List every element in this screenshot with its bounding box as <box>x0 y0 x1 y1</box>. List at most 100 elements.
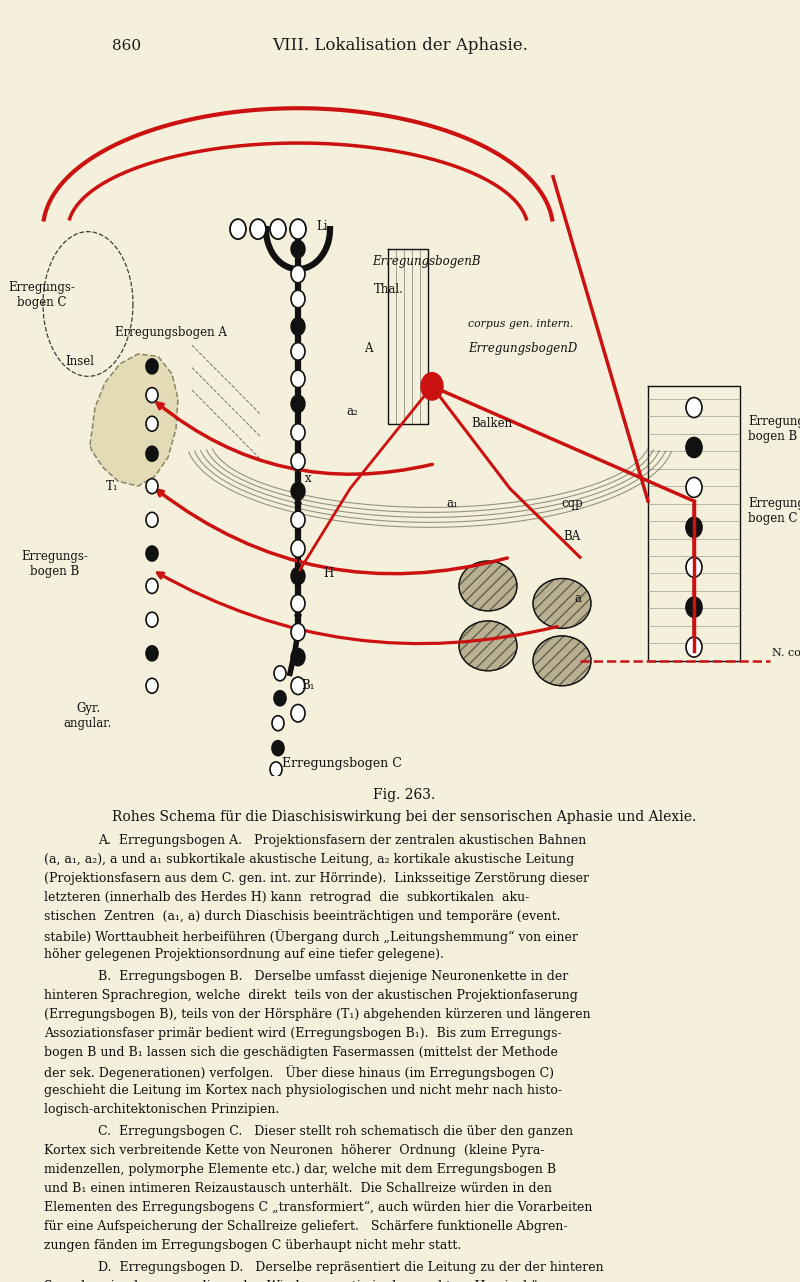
Text: A: A <box>364 342 372 355</box>
Circle shape <box>291 623 305 641</box>
Circle shape <box>686 637 702 658</box>
Text: hinteren Sprachregion, welche  direkt  teils von der akustischen Projektionfaser: hinteren Sprachregion, welche direkt tei… <box>44 990 578 1003</box>
Text: Rohes Schema für die Diaschisiswirkung bei der sensorischen Aphasie und Alexie.: Rohes Schema für die Diaschisiswirkung b… <box>112 810 696 824</box>
Circle shape <box>291 240 305 258</box>
Text: T₁: T₁ <box>106 479 118 492</box>
Circle shape <box>686 477 702 497</box>
Text: B₁: B₁ <box>302 679 314 692</box>
Text: D.  Erregungsbogen D.   Derselbe repräsentiert die Leitung zu der der hinteren: D. Erregungsbogen D. Derselbe repräsenti… <box>98 1261 604 1274</box>
Circle shape <box>146 446 158 462</box>
Text: Kortex sich verbreitende Kette von Neuronen  höherer  Ordnung  (kleine Pyra-: Kortex sich verbreitende Kette von Neuro… <box>44 1144 545 1158</box>
Text: Elementen des Erregungsbogens C „transformiert“, auch würden hier die Vorarbeite: Elementen des Erregungsbogens C „transfo… <box>44 1201 592 1214</box>
Circle shape <box>146 417 158 431</box>
Text: B.  Erregungsbogen B.   Derselbe umfasst diejenige Neuronenkette in der: B. Erregungsbogen B. Derselbe umfasst di… <box>98 970 568 983</box>
Circle shape <box>686 518 702 537</box>
Text: VIII. Lokalisation der Aphasie.: VIII. Lokalisation der Aphasie. <box>272 37 528 54</box>
Text: cqp: cqp <box>561 497 583 510</box>
Text: stischen  Zentren  (a₁, a) durch Diaschisis beeinträchtigen und temporäre (event: stischen Zentren (a₁, a) durch Diaschisi… <box>44 910 561 923</box>
Circle shape <box>291 318 305 335</box>
Text: und B₁ einen intimeren Reizaustausch unterhält.  Die Schallreize würden in den: und B₁ einen intimeren Reizaustausch unt… <box>44 1182 552 1195</box>
Text: Balken: Balken <box>471 417 513 431</box>
Text: BA: BA <box>563 529 581 542</box>
Text: midenzellen, polymorphe Elemente etc.) dar, welche mit dem Erregungsbogen B: midenzellen, polymorphe Elemente etc.) d… <box>44 1163 556 1176</box>
Circle shape <box>146 546 158 562</box>
Text: logisch-architektonischen Prinzipien.: logisch-architektonischen Prinzipien. <box>44 1103 279 1117</box>
Text: (Erregungsbogen B), teils von der Hörsphäre (T₁) abgehenden kürzeren und längere: (Erregungsbogen B), teils von der Hörsph… <box>44 1008 590 1020</box>
Ellipse shape <box>459 562 517 612</box>
Circle shape <box>272 741 284 755</box>
Text: Erregungsbogen A: Erregungsbogen A <box>115 326 227 340</box>
Circle shape <box>291 453 305 470</box>
Circle shape <box>291 265 305 283</box>
Circle shape <box>291 424 305 441</box>
Text: ErregungsbogenD: ErregungsbogenD <box>468 342 578 355</box>
Text: corpus gen. intern.: corpus gen. intern. <box>468 319 574 329</box>
Circle shape <box>291 540 305 558</box>
Circle shape <box>250 219 266 240</box>
Text: x: x <box>305 472 311 485</box>
Circle shape <box>291 677 305 695</box>
Circle shape <box>421 373 443 400</box>
Circle shape <box>291 342 305 360</box>
Text: ErregungsbogenB: ErregungsbogenB <box>372 255 481 268</box>
Circle shape <box>686 397 702 418</box>
Circle shape <box>146 613 158 627</box>
Circle shape <box>686 597 702 617</box>
Text: a₂: a₂ <box>346 405 358 418</box>
Circle shape <box>686 558 702 577</box>
Text: Erregungs-
bogen C: Erregungs- bogen C <box>748 497 800 526</box>
Circle shape <box>146 513 158 527</box>
Circle shape <box>146 678 158 694</box>
Text: der sek. Degenerationen) verfolgen.   Über diese hinaus (im Erregungsbogen C): der sek. Degenerationen) verfolgen. Über… <box>44 1065 554 1079</box>
Text: letzteren (innerhalb des Herdes H) kann  retrograd  die  subkortikalen  aku-: letzteren (innerhalb des Herdes H) kann … <box>44 891 530 904</box>
Text: geschieht die Leitung im Kortex nach physiologischen und nicht mehr nach histo-: geschieht die Leitung im Kortex nach phy… <box>44 1085 562 1097</box>
Circle shape <box>146 646 158 660</box>
Text: höher gelegenen Projektionsordnung auf eine tiefer gelegene).: höher gelegenen Projektionsordnung auf e… <box>44 949 444 962</box>
Text: Assoziationsfaser primär bedient wird (Erregungsbogen B₁).  Bis zum Erregungs-: Assoziationsfaser primär bedient wird (E… <box>44 1027 562 1040</box>
Circle shape <box>146 478 158 494</box>
Text: bogen B und B₁ lassen sich die geschädigten Fasermassen (mittelst der Methode: bogen B und B₁ lassen sich die geschädig… <box>44 1046 558 1059</box>
Polygon shape <box>90 354 178 486</box>
Text: Erregungsbogen C: Erregungsbogen C <box>282 756 402 769</box>
Text: Sprachregion korrespondierenden Windungspartie in der  rechten  Hemisphäre.: Sprachregion korrespondierenden Windungs… <box>44 1281 556 1282</box>
Text: Li: Li <box>316 221 328 233</box>
Circle shape <box>270 219 286 240</box>
Text: Erregungs-
bogen C: Erregungs- bogen C <box>9 281 75 309</box>
Circle shape <box>230 219 246 240</box>
Ellipse shape <box>459 620 517 670</box>
Text: Fig. 263.: Fig. 263. <box>373 788 435 803</box>
Text: Insel: Insel <box>66 355 94 368</box>
Circle shape <box>291 395 305 413</box>
Circle shape <box>146 359 158 374</box>
Text: stabile) Worttaubheit herbeiführen (Übergang durch „Leitungshemmung“ von einer: stabile) Worttaubheit herbeiführen (Über… <box>44 929 578 944</box>
Circle shape <box>291 595 305 613</box>
Circle shape <box>274 691 286 705</box>
Text: C.  Erregungsbogen C.   Dieser stellt roh schematisch die über den ganzen: C. Erregungsbogen C. Dieser stellt roh s… <box>98 1126 573 1138</box>
Circle shape <box>290 219 306 240</box>
Text: H: H <box>323 567 333 579</box>
Text: für eine Aufspeicherung der Schallreize geliefert.   Schärfere funktionelle Abgr: für eine Aufspeicherung der Schallreize … <box>44 1220 567 1233</box>
Circle shape <box>272 715 284 731</box>
Circle shape <box>270 762 282 777</box>
Text: Erregungs-
bogen B: Erregungs- bogen B <box>748 415 800 442</box>
Text: Gyr.
angular.: Gyr. angular. <box>64 701 112 729</box>
Circle shape <box>291 705 305 722</box>
Circle shape <box>686 437 702 458</box>
Circle shape <box>291 290 305 308</box>
Circle shape <box>274 665 286 681</box>
Circle shape <box>291 512 305 528</box>
Text: Erregungs-
bogen B: Erregungs- bogen B <box>22 550 89 577</box>
Text: a₁: a₁ <box>446 497 458 510</box>
Circle shape <box>291 370 305 387</box>
Circle shape <box>146 578 158 594</box>
Circle shape <box>291 649 305 665</box>
Text: N. cochleä: N. cochleä <box>772 649 800 659</box>
Circle shape <box>291 567 305 585</box>
Text: a: a <box>574 592 582 605</box>
Ellipse shape <box>533 578 591 628</box>
Text: A.  Erregungsbogen A.   Projektionsfasern der zentralen akustischen Bahnen: A. Erregungsbogen A. Projektionsfasern d… <box>98 835 586 847</box>
Text: zungen fänden im Erregungsbogen C überhaupt nicht mehr statt.: zungen fänden im Erregungsbogen C überha… <box>44 1240 462 1253</box>
Text: 860: 860 <box>112 38 141 53</box>
Circle shape <box>146 387 158 403</box>
Text: Thal.: Thal. <box>374 282 404 296</box>
